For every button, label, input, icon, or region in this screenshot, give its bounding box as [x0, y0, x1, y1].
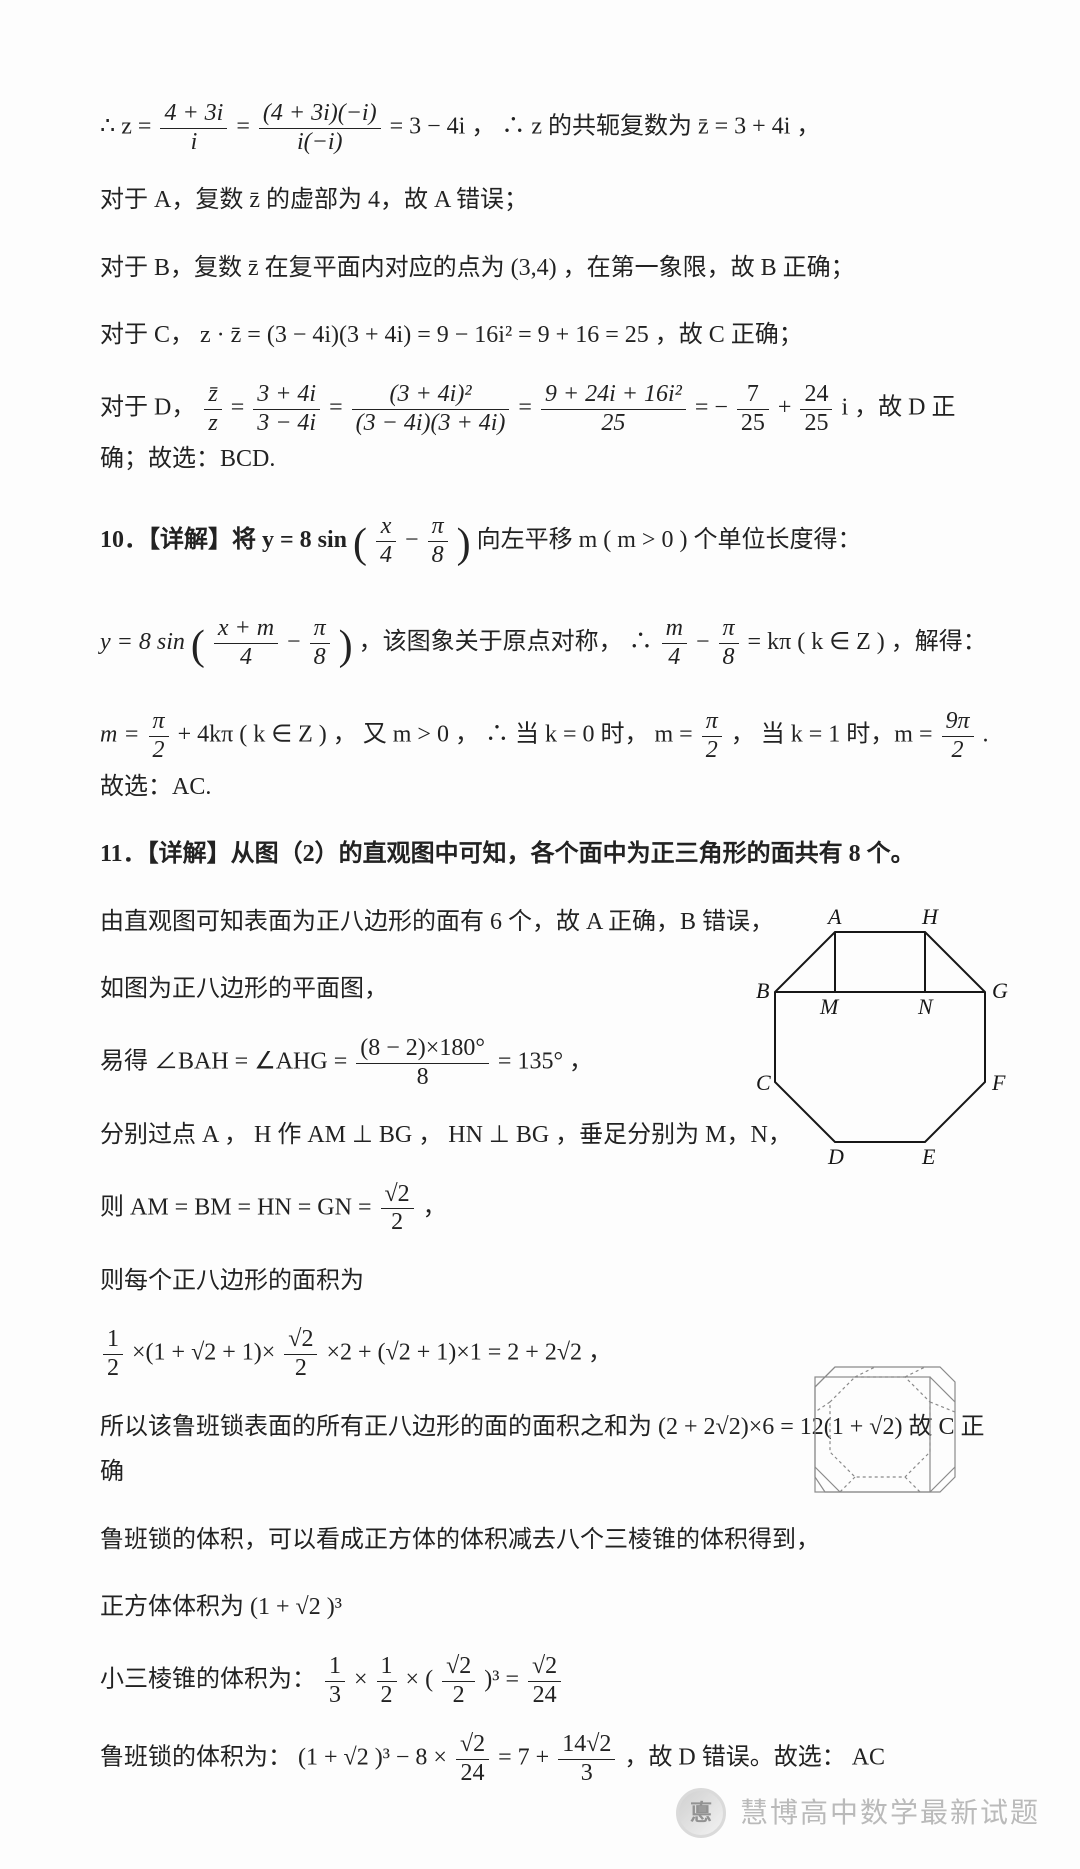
- frac: (4 + 3i)(−i) i(−i): [259, 100, 381, 156]
- q10-line2: y = 8 sin ( x + m4 − π8 ) ，该图象关于原点对称， ∴ …: [100, 607, 1000, 687]
- lbl-H: H: [921, 904, 939, 929]
- lbl-D: D: [827, 1144, 844, 1169]
- txt: = 3 − 4i ， ∴ z 的共轭复数为 z̄ = 3 + 4i ，: [390, 114, 821, 140]
- q11-l11: 正方体体积为 (1 + √2 )³: [100, 1585, 1000, 1631]
- q10-line3: m = π2 + 4kπ ( k ∈ Z ) ， 又 m > 0 ， ∴ 当 k…: [100, 708, 1000, 810]
- watermark-text: 慧博高中数学最新试题: [740, 1786, 1040, 1839]
- octagon-diagram: A H B G M N C F D E: [750, 902, 1010, 1172]
- q11-l1: 11．【详解】从图（2）的直观图中可知，各个面中为正三角形的面共有 8 个。: [100, 832, 1000, 878]
- lbl-F: F: [991, 1070, 1006, 1095]
- txt: =: [236, 114, 256, 140]
- q11-block: 11．【详解】从图（2）的直观图中可知，各个面中为正三角形的面共有 8 个。 由…: [100, 832, 1000, 1787]
- option-D: 对于 D， z̄z = 3 + 4i3 − 4i = (3 + 4i)²(3 −…: [100, 381, 1000, 483]
- q11-l13: 鲁班锁的体积为： (1 + √2 )³ − 8 × √224 = 7 + 14√…: [100, 1731, 1000, 1787]
- q11-l7: 则每个正八边形的面积为: [100, 1259, 1000, 1305]
- lbl-B: B: [756, 978, 769, 1003]
- derivation-z: ∴ z = 4 + 3i i = (4 + 3i)(−i) i(−i) = 3 …: [100, 100, 1000, 156]
- option-B: 对于 B，复数 z̄ 在复平面内对应的点为 (3,4) ，在第一象限，故 B 正…: [100, 246, 1000, 292]
- option-C: 对于 C， z · z̄ = (3 − 4i)(3 + 4i) = 9 − 16…: [100, 313, 1000, 359]
- lbl-A: A: [826, 904, 842, 929]
- option-A: 对于 A，复数 z̄ 的虚部为 4，故 A 错误；: [100, 178, 1000, 224]
- lbl-C: C: [756, 1070, 771, 1095]
- lbl-E: E: [921, 1144, 936, 1169]
- txt: ∴ z =: [100, 114, 157, 140]
- watermark: 悳 慧博高中数学最新试题: [676, 1786, 1040, 1839]
- q11-l12: 小三棱锥的体积为： 13 × 12 × ( √22 )³ = √224: [100, 1653, 1000, 1709]
- lbl-N: N: [917, 994, 934, 1019]
- q11-l6: 则 AM = BM = HN = GN = √22 ，: [100, 1181, 1000, 1237]
- q10-line1: 10．【详解】将 y = 8 sin ( x4 − π8 ) 向左平移 m ( …: [100, 505, 1000, 585]
- truncated-cube-diagram: [800, 1352, 960, 1512]
- q11-l10: 鲁班锁的体积，可以看成正方体的体积减去八个三棱锥的体积得到，: [100, 1518, 1000, 1564]
- lbl-M: M: [819, 994, 840, 1019]
- frac: 4 + 3i i: [160, 100, 227, 156]
- watermark-icon: 悳: [676, 1788, 726, 1838]
- lbl-G: G: [992, 978, 1008, 1003]
